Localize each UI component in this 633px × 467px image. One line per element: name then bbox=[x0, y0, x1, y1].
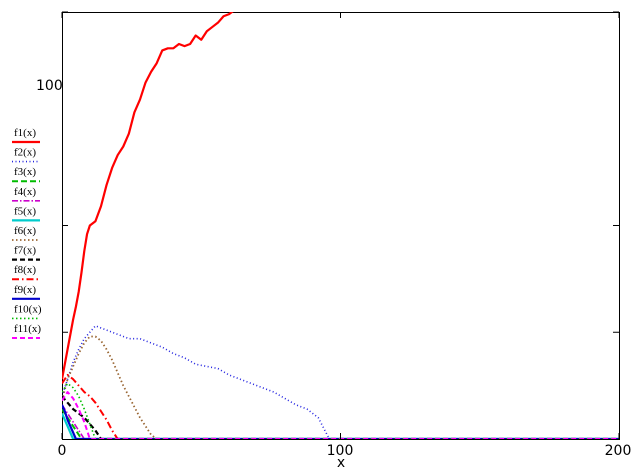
series-line-9 bbox=[62, 404, 619, 439]
legend-label-9: f9(x) bbox=[14, 284, 36, 296]
series-line-6 bbox=[62, 335, 619, 439]
x-tick-label-200: 200 bbox=[605, 443, 632, 459]
series-line-10 bbox=[62, 382, 619, 439]
axis-layer: 0 100 200 100 x bbox=[36, 11, 632, 467]
series-line-2 bbox=[62, 325, 619, 439]
legend-label-10: f10(x) bbox=[14, 303, 42, 315]
x-tick-label-100: 100 bbox=[327, 443, 354, 459]
legend: f1(x) f2(x) f3(x) f4(x) f5(x) f6(x) f7(x) f8(x)… bbox=[12, 127, 42, 339]
series-layer bbox=[62, 12, 619, 439]
series-line-4 bbox=[62, 404, 619, 439]
series-line-5 bbox=[62, 412, 619, 439]
legend-label-8: f8(x) bbox=[14, 264, 36, 276]
series-line-1 bbox=[62, 12, 234, 380]
series-line-3 bbox=[62, 408, 619, 439]
legend-label-5: f5(x) bbox=[14, 205, 36, 217]
series-line-7 bbox=[62, 395, 619, 439]
legend-label-2: f2(x) bbox=[14, 147, 36, 159]
x-axis-label: x bbox=[337, 455, 345, 467]
legend-label-7: f7(x) bbox=[14, 245, 36, 257]
legend-label-11: f11(x) bbox=[14, 323, 41, 335]
legend-label-4: f4(x) bbox=[14, 186, 36, 198]
y-tick-label-100: 100 bbox=[36, 78, 63, 94]
plot-frame bbox=[62, 12, 620, 440]
legend-label-1: f1(x) bbox=[14, 127, 36, 139]
series-line-8 bbox=[62, 373, 619, 439]
legend-label-6: f6(x) bbox=[14, 225, 36, 237]
x-tick-label-0: 0 bbox=[58, 443, 67, 459]
legend-label-3: f3(x) bbox=[14, 166, 36, 178]
series-line-11 bbox=[62, 391, 619, 439]
